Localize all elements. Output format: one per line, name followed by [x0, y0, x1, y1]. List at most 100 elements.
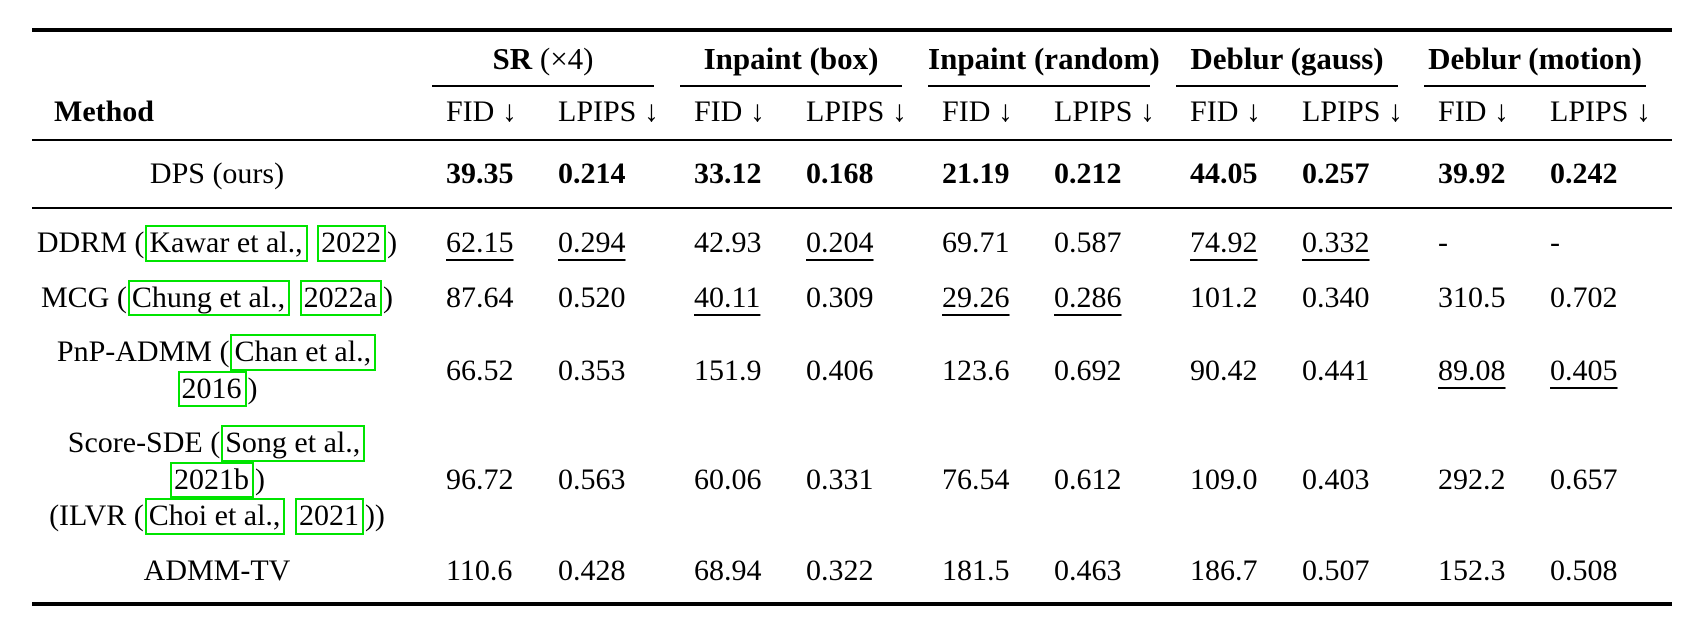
lpips-value-admm-tv: 0.463 — [1054, 553, 1122, 587]
fid-value-pnp-admm: 123.6 — [942, 353, 1010, 387]
group-label-bold: Deblur (motion) — [1428, 41, 1642, 76]
metric-header-fid-deblur-gauss: FID ↓ — [1176, 87, 1289, 141]
metric-header-lpips-inpaint-box: LPIPS ↓ — [792, 87, 929, 141]
group-header-deblur-gauss: Deblur (gauss) — [1176, 30, 1424, 87]
fid-value-dps: 21.19 — [928, 140, 1041, 209]
method-line: Score-SDE (Song et al., 2021b) — [32, 425, 402, 498]
method-line: DDRM (Kawar et al., 2022) — [32, 225, 402, 262]
row-dps: DPS (ours) 39.35 0.214 33.12 0.168 21.19 0.212… — [32, 140, 1673, 209]
fid-value-dps: 33.12 — [680, 140, 792, 209]
method-line: (ILVR (Choi et al., 2021)) — [32, 498, 402, 535]
metric-header-lpips-deblur-gauss: LPIPS ↓ — [1288, 87, 1425, 141]
fid-value-score-sde: 96.72 — [446, 462, 514, 496]
fid-value-pnp-admm: 89.08 — [1438, 353, 1506, 387]
group-label-rest: (×4) — [532, 41, 594, 76]
lpips-value-score-sde: 0.563 — [558, 462, 626, 496]
method-line: PnP-ADMM (Chan et al., 2016) — [32, 334, 402, 407]
citation-link[interactable]: Chung et al., — [127, 279, 291, 316]
group-header-inpaint-box: Inpaint (box) — [680, 30, 928, 87]
fid-value-dps: 44.05 — [1176, 140, 1289, 209]
row-admm-tv: ADMM-TV 110.6 0.428 68.94 0.322 181.5 0.463 186… — [32, 544, 1672, 604]
lpips-value-pnp-admm: 0.692 — [1054, 353, 1122, 387]
fid-value-pnp-admm: 151.9 — [694, 353, 762, 387]
citation-link[interactable]: 2016 — [177, 370, 247, 407]
metric-header-lpips-sr-x4: LPIPS ↓ — [544, 87, 680, 141]
results-table: SR (×4) Inpaint (box) Inpaint (random) Debl… — [32, 28, 1673, 606]
fid-value-admm-tv: 110.6 — [446, 553, 513, 587]
lpips-value-pnp-admm: 0.441 — [1302, 353, 1370, 387]
lpips-value-admm-tv: 0.322 — [806, 553, 874, 587]
metric-header-fid-sr-x4: FID ↓ — [432, 87, 544, 141]
group-label-bold: SR — [492, 41, 533, 76]
lpips-value-mcg: 0.340 — [1302, 280, 1370, 314]
method-pnp-admm: PnP-ADMM (Chan et al., 2016) — [32, 325, 432, 416]
citation-link[interactable]: Choi et al., — [144, 498, 286, 535]
lpips-value-ddrm: - — [1550, 226, 1561, 260]
metric-header-fid-inpaint-random: FID ↓ — [928, 87, 1041, 141]
lpips-value-mcg: 0.520 — [558, 280, 626, 314]
group-header-sr-x4: SR (×4) — [432, 30, 680, 87]
citation-link[interactable]: 2021 — [294, 498, 364, 535]
lpips-value-dps: 0.168 — [792, 140, 929, 209]
fid-value-score-sde: 109.0 — [1190, 462, 1258, 496]
fid-value-mcg: 87.64 — [446, 280, 514, 314]
citation-link[interactable]: Kawar et al., — [145, 225, 308, 262]
lpips-value-admm-tv: 0.508 — [1550, 553, 1618, 587]
row-mcg: MCG (Chung et al., 2022a) 87.64 0.520 40.11… — [32, 271, 1672, 326]
fid-value-admm-tv: 152.3 — [1438, 553, 1506, 587]
fid-value-dps: 39.35 — [432, 140, 544, 209]
lpips-value-ddrm: 0.204 — [806, 226, 874, 260]
fid-value-ddrm: 74.92 — [1190, 226, 1258, 260]
group-header-inpaint-random: Inpaint (random) — [928, 30, 1176, 87]
group-label-deblur-motion: Deblur (motion) — [1424, 39, 1647, 87]
lpips-value-score-sde: 0.657 — [1550, 462, 1618, 496]
lpips-value-mcg: 0.309 — [806, 280, 874, 314]
method-line: ADMM-TV — [143, 553, 291, 587]
fid-value-score-sde: 292.2 — [1438, 462, 1506, 496]
group-label-bold: Inpaint (random) — [928, 41, 1160, 76]
citation-link[interactable]: 2022 — [317, 225, 387, 262]
group-label-deblur-gauss: Deblur (gauss) — [1176, 39, 1399, 87]
metric-header-fid-inpaint-box: FID ↓ — [680, 87, 792, 141]
lpips-value-ddrm: 0.587 — [1054, 226, 1122, 260]
fid-value-admm-tv: 186.7 — [1190, 553, 1258, 587]
citation-link[interactable]: Song et al., — [221, 425, 366, 462]
method-mcg: MCG (Chung et al., 2022a) — [32, 271, 432, 326]
fid-value-pnp-admm: 66.52 — [446, 353, 514, 387]
fid-value-admm-tv: 68.94 — [694, 553, 762, 587]
method-dps: DPS (ours) — [32, 140, 432, 209]
method-line: DPS (ours) — [149, 157, 285, 190]
lpips-value-dps: 0.214 — [544, 140, 680, 209]
lpips-value-admm-tv: 0.428 — [558, 553, 626, 587]
citation-link[interactable]: 2021b — [170, 461, 254, 498]
metric-header-lpips-deblur-motion: LPIPS ↓ — [1536, 87, 1673, 141]
fid-value-ddrm: - — [1438, 226, 1449, 260]
fid-value-mcg: 101.2 — [1190, 280, 1258, 314]
method-line: MCG (Chung et al., 2022a) — [32, 279, 402, 316]
citation-link[interactable]: Chan et al., — [230, 334, 377, 371]
group-label-sr-x4: SR (×4) — [432, 39, 654, 87]
group-label-bold: Deblur (gauss) — [1190, 41, 1384, 76]
lpips-value-score-sde: 0.612 — [1054, 462, 1122, 496]
group-header-row: SR (×4) Inpaint (box) Inpaint (random) Debl… — [32, 30, 1672, 87]
method-column-header: Method — [32, 87, 432, 141]
fid-value-mcg: 29.26 — [942, 280, 1010, 314]
method-admm-tv: ADMM-TV — [32, 544, 432, 604]
method-ddrm: DDRM (Kawar et al., 2022) — [32, 208, 432, 271]
lpips-value-dps: 0.212 — [1040, 140, 1177, 209]
corner-cell — [32, 30, 432, 87]
lpips-value-score-sde: 0.331 — [806, 462, 874, 496]
citation-link[interactable]: 2022a — [299, 279, 382, 316]
fid-value-mcg: 40.11 — [694, 280, 761, 314]
lpips-value-mcg: 0.702 — [1550, 280, 1618, 314]
fid-value-admm-tv: 181.5 — [942, 553, 1010, 587]
group-label-bold: Inpaint (box) — [703, 41, 879, 76]
lpips-value-mcg: 0.286 — [1054, 280, 1122, 314]
lpips-value-ddrm: 0.294 — [558, 226, 626, 260]
group-header-deblur-motion: Deblur (motion) — [1424, 30, 1672, 87]
metric-header-row: Method FID ↓ LPIPS ↓ FID ↓ LPIPS ↓ FID ↓ LPIP… — [32, 87, 1673, 141]
lpips-value-score-sde: 0.403 — [1302, 462, 1370, 496]
row-pnp-admm: PnP-ADMM (Chan et al., 2016) 66.52 0.353 15… — [32, 325, 1672, 416]
group-label-inpaint-random: Inpaint (random) — [928, 39, 1160, 87]
fid-value-ddrm: 42.93 — [694, 226, 762, 260]
